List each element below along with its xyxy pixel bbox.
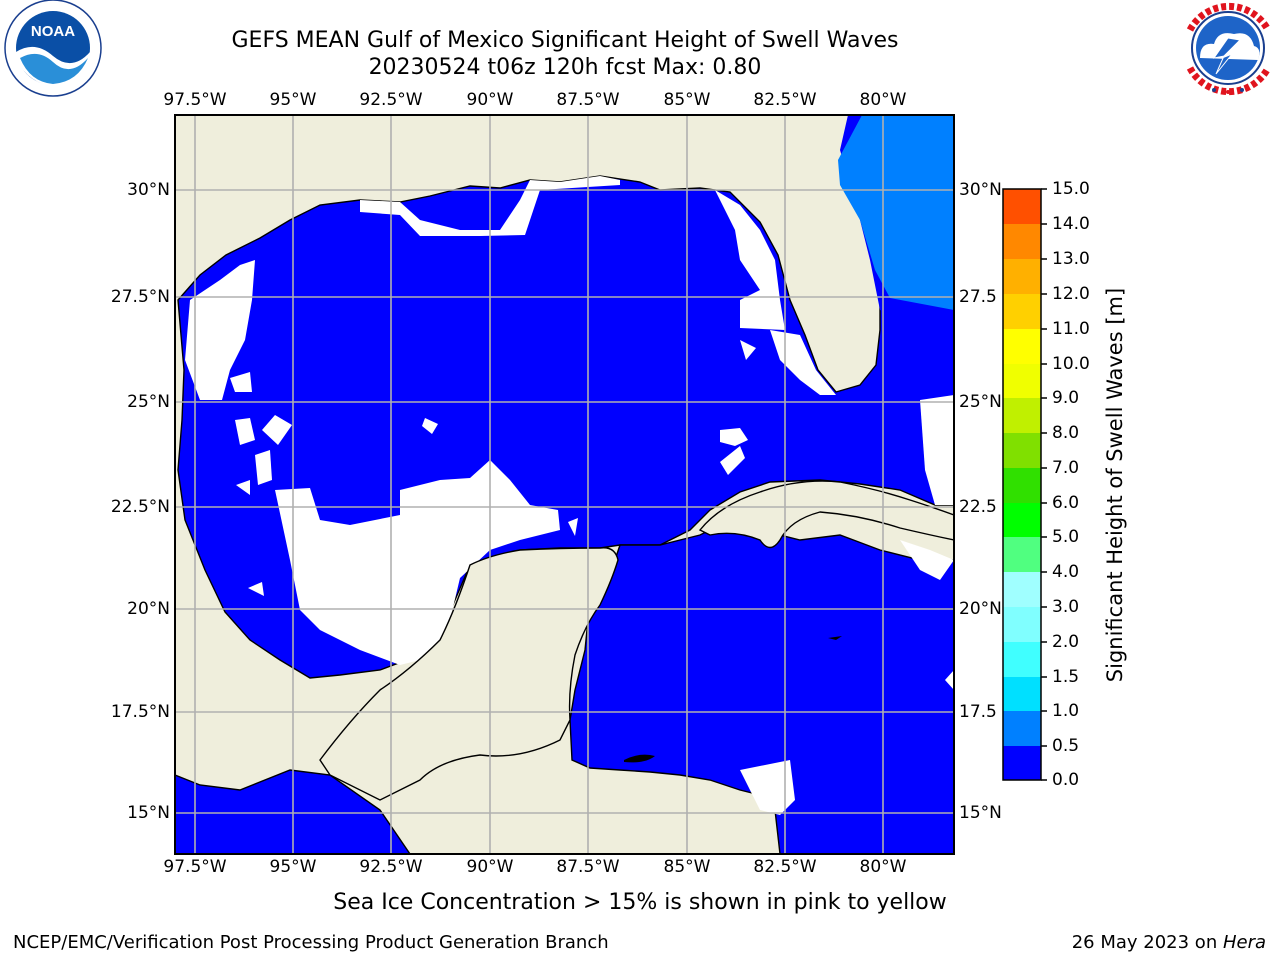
lat-tick-left: 30°N xyxy=(127,180,170,200)
colorbar-tick: 14.0 xyxy=(1052,214,1090,234)
lon-tick-bottom: 80°W xyxy=(859,857,907,877)
sea-ice-note: Sea Ice Concentration > 15% is shown in … xyxy=(333,890,947,915)
colorbar-block xyxy=(1003,503,1041,537)
colorbar-block xyxy=(1003,468,1041,503)
lon-tick-top: 80°W xyxy=(859,90,907,110)
footer-host: Hera xyxy=(1222,932,1266,953)
colorbar-tick: 10.0 xyxy=(1052,354,1090,374)
noaa-logo-text: NOAA xyxy=(31,23,75,40)
lon-tick-bottom: 95°W xyxy=(269,857,317,877)
colorbar-block xyxy=(1003,711,1041,746)
colorbar-tick: 2.0 xyxy=(1052,632,1080,652)
lon-tick-bottom: 85°W xyxy=(663,857,711,877)
nws-logo xyxy=(1180,0,1276,96)
lat-tick-left: 27.5°N xyxy=(110,287,170,307)
lon-tick-top: 92.5°W xyxy=(359,90,423,110)
lat-tick-right: 22.5 xyxy=(959,497,997,517)
lon-tick-top: 85°W xyxy=(663,90,711,110)
colorbar-tick: 12.0 xyxy=(1052,284,1090,304)
colorbar-tick: 1.0 xyxy=(1052,701,1080,721)
chart-title: GEFS MEAN Gulf of Mexico Significant Hei… xyxy=(231,28,899,53)
lat-tick-left: 20°N xyxy=(127,599,170,619)
graticule xyxy=(175,115,954,854)
colorbar-tick: 9.0 xyxy=(1052,388,1080,408)
colorbar-tick: 8.0 xyxy=(1052,423,1080,443)
colorbar-tick: 7.0 xyxy=(1052,458,1080,478)
lat-tick-right: 27.5 xyxy=(959,287,997,307)
footer-date: 26 May 2023 on Hera xyxy=(1072,932,1266,953)
nodata-patches xyxy=(185,176,954,815)
lon-tick-top: 82.5°W xyxy=(753,90,817,110)
lon-tick-bottom: 82.5°W xyxy=(753,857,817,877)
lat-tick-right: 30°N xyxy=(959,180,1002,200)
colorbar-block xyxy=(1003,746,1041,780)
colorbar-block xyxy=(1003,224,1041,259)
lat-tick-left: 17.5°N xyxy=(110,702,170,722)
lon-tick-top: 90°W xyxy=(466,90,514,110)
colorbar-block xyxy=(1003,537,1041,572)
chart-subtitle: 20230524 t06z 120h fcst Max: 0.80 xyxy=(368,55,762,80)
colorbar-tick: 0.0 xyxy=(1052,770,1080,790)
lat-tick-left: 25°N xyxy=(127,392,170,412)
map-panel xyxy=(174,114,955,855)
atlantic-swell-zone xyxy=(838,115,954,310)
lon-tick-bottom: 92.5°W xyxy=(359,857,423,877)
jamaica xyxy=(624,754,655,763)
colorbar-tick: 6.0 xyxy=(1052,493,1080,513)
lat-tick-left: 22.5°N xyxy=(110,497,170,517)
colorbar-label: Significant Height of Swell Waves [m] xyxy=(1103,288,1127,682)
colorbar-tick: 11.0 xyxy=(1052,319,1090,339)
colorbar-block xyxy=(1003,398,1041,433)
colorbar-block xyxy=(1003,329,1041,364)
colorbar-block xyxy=(1003,364,1041,398)
lon-tick-bottom: 87.5°W xyxy=(556,857,620,877)
lon-tick-bottom: 97.5°W xyxy=(163,857,227,877)
colorbar-block xyxy=(1003,189,1041,224)
lon-tick-top: 87.5°W xyxy=(556,90,620,110)
lat-tick-right: 25°N xyxy=(959,392,1002,412)
lon-tick-top: 95°W xyxy=(269,90,317,110)
colorbar-block xyxy=(1003,259,1041,294)
cayman xyxy=(828,636,842,640)
footer-date-text: 26 May 2023 on xyxy=(1071,932,1223,953)
lon-tick-top: 97.5°W xyxy=(163,90,227,110)
cuba xyxy=(698,480,954,549)
lat-tick-left: 15°N xyxy=(127,803,170,823)
colorbar-block xyxy=(1003,572,1041,607)
colorbar-block xyxy=(1003,294,1041,329)
colorbar-tick: 1.5 xyxy=(1052,667,1080,687)
colorbar-tick: 13.0 xyxy=(1052,249,1090,269)
colorbar-tick: 5.0 xyxy=(1052,527,1080,547)
lat-tick-right: 17.5 xyxy=(959,702,997,722)
lon-tick-bottom: 90°W xyxy=(466,857,514,877)
footer-credit: NCEP/EMC/Verification Post Processing Pr… xyxy=(13,932,609,953)
colorbar-tick: 3.0 xyxy=(1052,597,1080,617)
map-frame xyxy=(174,114,955,855)
colorbar-tick: 15.0 xyxy=(1052,179,1090,199)
colorbar-block xyxy=(1003,642,1041,677)
colorbar-tick: 0.5 xyxy=(1052,736,1080,756)
colorbar-block xyxy=(1003,433,1041,468)
lat-tick-right: 15°N xyxy=(959,803,1002,823)
lat-tick-right: 20°N xyxy=(959,599,1002,619)
colorbar-block xyxy=(1003,677,1041,711)
colorbar-tick: 4.0 xyxy=(1052,562,1080,582)
colorbar-block xyxy=(1003,607,1041,642)
colorbar: Significant Height of Swell Waves [m] xyxy=(1002,188,1127,781)
noaa-logo: NOAA xyxy=(4,0,102,97)
yucatan xyxy=(319,547,619,801)
